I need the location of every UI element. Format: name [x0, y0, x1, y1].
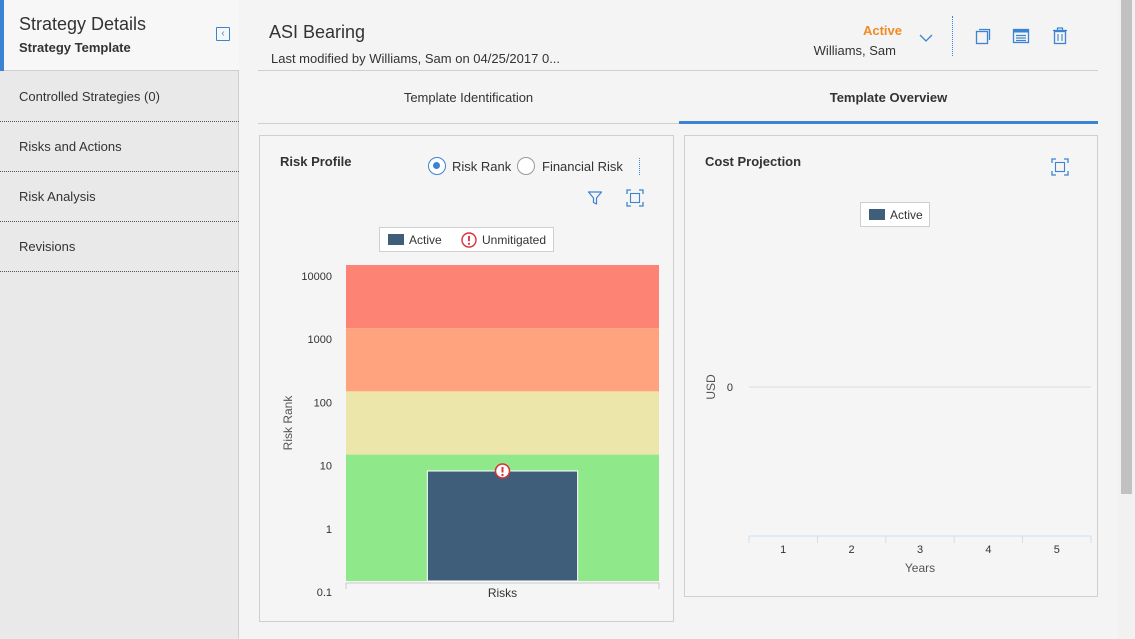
radio-group-divider [639, 158, 640, 175]
cost-projection-panel: Cost Projection Active 0 USD 1 2 3 4 5 Years [684, 135, 1098, 597]
risk-band-2 [346, 391, 659, 455]
y-tick-label: 0 [727, 382, 733, 394]
copy-icon[interactable] [974, 27, 992, 45]
collapse-sidebar-button[interactable]: ‹ [216, 27, 230, 41]
tab-label: Template Overview [829, 90, 948, 105]
active-tab-indicator [679, 121, 1098, 124]
last-modified-text: Last modified by Williams, Sam on 04/25/… [271, 51, 561, 66]
y-axis-title: Risk Rank [281, 395, 295, 451]
sidebar-subtitle: Strategy Template [19, 40, 131, 55]
tab-template-identification[interactable]: Template Identification [258, 71, 679, 124]
sidebar-item-revisions[interactable]: Revisions [0, 222, 239, 272]
sidebar: Strategy Details Strategy Template ‹ Con… [0, 0, 239, 639]
sidebar-item-label: Risk Analysis [19, 189, 96, 204]
x-tick-label: 1 [780, 544, 786, 556]
y-tick-label: 100 [314, 397, 332, 409]
y-tick-label: 0.1 [317, 587, 332, 599]
state-user: Williams, Sam [813, 43, 896, 58]
expand-icon[interactable] [626, 189, 644, 207]
page-title: ASI Bearing [269, 22, 366, 42]
record-manager-icon[interactable] [1012, 27, 1030, 45]
risk-profile-legend: Active Unmitigated [379, 227, 554, 252]
y-tick-label: 1 [326, 524, 332, 536]
tab-label: Template Identification [403, 90, 534, 105]
legend-label-active: Active [890, 208, 923, 222]
cost-projection-title: Cost Projection [705, 154, 802, 169]
filter-icon[interactable] [587, 190, 603, 206]
risk-band-1 [346, 328, 659, 392]
unmitigated-icon [461, 232, 477, 248]
legend-swatch-active [869, 209, 885, 220]
scrollbar-thumb[interactable] [1121, 0, 1132, 494]
risk-bar [426, 470, 579, 582]
y-tick-label: 10 [320, 461, 332, 473]
trash-icon[interactable] [1051, 27, 1069, 45]
risk-profile-panel: Risk Profile Risk Rank Financial Risk Ac… [259, 135, 674, 622]
chevron-down-icon[interactable] [919, 33, 933, 43]
x-tick-label: 4 [985, 544, 991, 556]
sidebar-item-label: Revisions [19, 239, 76, 254]
sidebar-item-label: Risks and Actions [19, 139, 122, 154]
expand-icon[interactable] [1051, 158, 1069, 176]
sidebar-title: Strategy Details [19, 14, 147, 34]
cost-projection-chart: 0 USD 1 2 3 4 5 Years [704, 374, 1092, 575]
risk-rank-radio[interactable] [428, 157, 446, 175]
y-tick-label: 10000 [301, 271, 332, 283]
x-tick-label: 2 [849, 544, 855, 556]
x-tick-label: 5 [1054, 544, 1060, 556]
risk-profile-chart: 10000 1000 100 10 1 0.1 Risks Risk Rank [281, 265, 660, 600]
unmitigated-marker-dot [501, 473, 504, 477]
y-tick-label: 1000 [308, 334, 332, 346]
header-divider [952, 16, 953, 56]
risk-profile-title: Risk Profile [280, 154, 352, 169]
state-label[interactable]: Active [862, 23, 902, 38]
legend-swatch-active [388, 234, 404, 245]
financial-risk-label[interactable]: Financial Risk [542, 159, 623, 174]
x-axis-title: Years [905, 561, 935, 575]
tab-bar-line [258, 123, 679, 124]
sidebar-item-controlled-strategies[interactable]: Controlled Strategies (0) [0, 72, 239, 122]
sidebar-accent-bar [0, 0, 4, 71]
legend-label-unmitigated: Unmitigated [482, 233, 547, 247]
x-tick-label: 3 [917, 544, 923, 556]
sidebar-item-risks-and-actions[interactable]: Risks and Actions [0, 122, 239, 172]
risk-rank-label[interactable]: Risk Rank [452, 159, 512, 174]
legend-label-active: Active [409, 233, 442, 247]
sidebar-item-label: Controlled Strategies (0) [19, 89, 160, 104]
sidebar-header: Strategy Details Strategy Template ‹ [0, 0, 239, 71]
y-axis-title: USD [704, 374, 718, 400]
risk-band-0 [346, 265, 659, 329]
chevron-left-icon: ‹ [221, 28, 225, 39]
tab-template-overview[interactable]: Template Overview [679, 71, 1098, 124]
financial-risk-radio[interactable] [517, 157, 535, 175]
x-tick-label: Risks [488, 586, 517, 600]
record-header: ASI Bearing Last modified by Williams, S… [258, 0, 1098, 71]
cost-projection-legend: Active [860, 202, 930, 227]
sidebar-item-risk-analysis[interactable]: Risk Analysis [0, 172, 239, 222]
